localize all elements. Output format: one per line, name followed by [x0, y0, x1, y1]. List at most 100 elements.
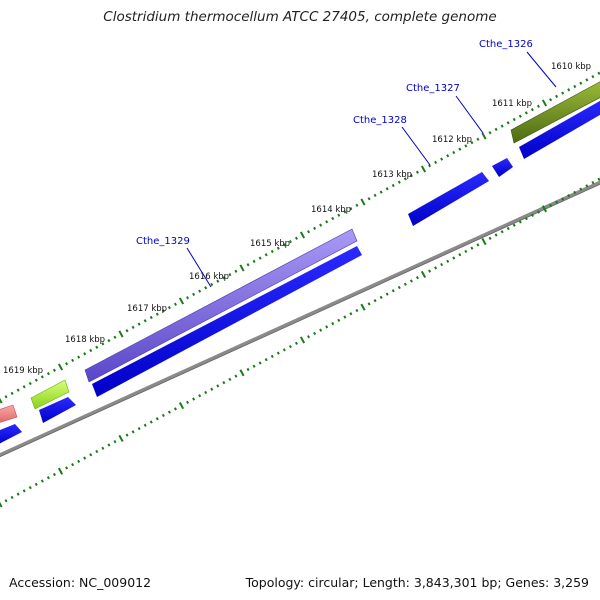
outer-tick: [16, 388, 20, 392]
outer-tick: [307, 230, 311, 234]
outer-tick: [28, 381, 32, 386]
inner-tick: [325, 325, 329, 329]
outer-tick: [270, 249, 274, 254]
inner-tick: [107, 443, 111, 447]
inner-tick: [276, 351, 280, 355]
outer-tick: [288, 239, 292, 244]
inner-tick: [239, 369, 245, 377]
inner-tick: [204, 390, 208, 395]
inner-tick: [52, 472, 56, 477]
inner-tick: [530, 213, 534, 217]
outer-tick: [246, 263, 250, 267]
inner-tick: [57, 467, 64, 475]
inner-tick: [143, 423, 147, 427]
outer-tick: [331, 216, 335, 221]
inner-tick: [167, 410, 171, 414]
outer-tick: [440, 157, 444, 161]
outer-tick: [34, 378, 38, 382]
kbp-label-1619: 1619 kbp: [3, 366, 43, 376]
inner-tick: [149, 420, 153, 424]
outer-tick: [216, 279, 220, 283]
outer-tick: [591, 74, 595, 79]
kbp-label-1613: 1613 kbp: [372, 170, 412, 180]
cds-cthe-1326: [519, 100, 600, 159]
outer-tick: [52, 368, 56, 372]
outer-tick: [234, 269, 238, 273]
outer-tick: [567, 88, 571, 92]
inner-tick: [65, 466, 69, 470]
inner-tick: [282, 348, 286, 352]
outer-tick: [77, 355, 81, 359]
outer-tick: [204, 286, 208, 290]
kbp-label-1614: 1614 kbp: [311, 205, 351, 215]
outer-tick: [40, 375, 44, 379]
outer-tick: [518, 114, 522, 118]
outer-tick: [228, 272, 232, 277]
outer-tick: [360, 198, 366, 206]
inner-tick: [458, 253, 462, 257]
inner-tick: [313, 331, 317, 336]
outer-tick: [125, 329, 129, 333]
outer-tick: [481, 132, 487, 140]
inner-tick: [264, 358, 268, 362]
accession-label: Accession: NC_009012: [9, 575, 152, 590]
inner-tick: [597, 177, 600, 181]
outer-tick: [155, 312, 159, 316]
outer-tick-ring: [0, 71, 600, 404]
outer-tick: [4, 395, 8, 399]
inner-tick: [349, 312, 353, 316]
inner-tick: [585, 184, 589, 188]
inner-tick: [385, 292, 389, 296]
inner-tick: [294, 341, 298, 345]
feature-purple: [84, 228, 358, 383]
outer-tick: [46, 371, 50, 376]
outer-tick: [470, 140, 474, 145]
inner-tick: [198, 394, 202, 398]
inner-tick: [470, 246, 474, 250]
outer-tick: [506, 121, 510, 125]
outer-tick: [337, 213, 341, 217]
feature-pink: [0, 404, 18, 423]
inner-tick: [440, 262, 444, 267]
inner-tick: [34, 482, 38, 486]
inner-tick: [337, 318, 341, 322]
outer-tick: [173, 302, 177, 306]
inner-tick: [518, 220, 522, 224]
outer-tick: [89, 348, 93, 353]
outer-tick: [458, 147, 462, 151]
outer-tick: [137, 322, 141, 326]
inner-tick: [506, 226, 510, 231]
outer-tick: [161, 309, 165, 313]
inner-tick: [512, 223, 516, 227]
outer-tick: [222, 276, 226, 280]
inner-tick: [567, 194, 571, 198]
inner-tick: [403, 282, 407, 286]
kbp-label-1616: 1616 kbp: [189, 272, 229, 282]
inner-tick: [288, 344, 292, 349]
kbp-label-1612: 1612 kbp: [432, 135, 472, 145]
inner-tick: [446, 259, 450, 263]
outer-tick: [313, 226, 317, 231]
inner-tick: [500, 230, 504, 234]
inner-tick-ring: [0, 177, 600, 508]
outer-tick: [579, 81, 583, 85]
outer-tick: [167, 305, 171, 310]
inner-tick: [299, 336, 306, 344]
outer-tick: [573, 84, 577, 89]
inner-tick: [360, 303, 366, 311]
outer-tick: [325, 220, 329, 224]
feature-lime: [30, 379, 70, 410]
inner-tick: [355, 308, 359, 313]
outer-tick: [428, 164, 432, 168]
outer-tick: [434, 160, 438, 165]
inner-tick: [555, 200, 559, 204]
inner-tick: [541, 205, 548, 213]
inner-tick: [95, 449, 99, 454]
inner-tick: [270, 354, 274, 359]
outer-tick: [536, 104, 540, 108]
outer-tick: [488, 131, 492, 135]
inner-tick: [22, 489, 26, 493]
inner-tick: [373, 299, 377, 303]
outer-tick: [210, 282, 214, 287]
outer-tick: [0, 397, 3, 404]
